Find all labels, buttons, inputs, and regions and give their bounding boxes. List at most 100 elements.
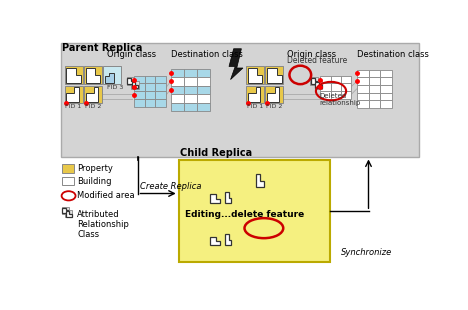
Polygon shape xyxy=(105,73,114,83)
Bar xyxy=(357,85,368,93)
Bar xyxy=(134,91,145,99)
Bar xyxy=(184,103,197,111)
Polygon shape xyxy=(210,194,219,203)
Bar xyxy=(330,76,341,83)
Bar xyxy=(368,100,380,108)
Bar xyxy=(65,86,82,104)
Bar xyxy=(380,85,392,93)
Bar xyxy=(155,83,166,91)
Text: Editing...delete feature: Editing...delete feature xyxy=(185,210,304,219)
Polygon shape xyxy=(127,78,134,84)
Bar xyxy=(341,76,351,83)
Polygon shape xyxy=(256,174,264,187)
Bar xyxy=(171,69,184,77)
Bar xyxy=(341,91,351,99)
Polygon shape xyxy=(229,49,243,80)
Polygon shape xyxy=(225,234,231,245)
Bar xyxy=(310,77,318,85)
Polygon shape xyxy=(66,68,81,83)
Text: Destination class: Destination class xyxy=(357,50,429,59)
Bar xyxy=(368,85,380,93)
Bar xyxy=(197,77,211,86)
Polygon shape xyxy=(66,87,79,102)
Bar xyxy=(265,66,283,84)
Bar xyxy=(84,86,102,104)
Bar xyxy=(357,77,368,85)
Polygon shape xyxy=(267,68,282,83)
Polygon shape xyxy=(248,87,260,102)
Polygon shape xyxy=(267,87,279,102)
Bar xyxy=(66,210,73,217)
Bar xyxy=(145,83,155,91)
Bar xyxy=(368,77,380,85)
Bar xyxy=(197,69,211,77)
Polygon shape xyxy=(62,208,68,213)
Bar xyxy=(330,91,341,99)
Text: Child Replica: Child Replica xyxy=(180,148,252,158)
Bar xyxy=(380,100,392,108)
Bar xyxy=(171,86,184,94)
Bar xyxy=(321,76,330,83)
Bar xyxy=(155,76,166,83)
Text: FID 2: FID 2 xyxy=(266,104,283,109)
Text: Synchronize: Synchronize xyxy=(341,248,393,257)
Bar xyxy=(145,91,155,99)
Text: Destination class: Destination class xyxy=(171,50,243,59)
Bar xyxy=(134,76,145,83)
Bar xyxy=(171,77,184,86)
Bar xyxy=(145,76,155,83)
Bar xyxy=(155,99,166,107)
Bar xyxy=(171,103,184,111)
Bar xyxy=(246,86,264,104)
Polygon shape xyxy=(225,192,231,203)
Bar xyxy=(197,86,211,94)
Text: FID 3: FID 3 xyxy=(107,85,123,90)
Bar xyxy=(321,91,330,99)
Text: Origin class: Origin class xyxy=(287,50,336,59)
Text: FID 1: FID 1 xyxy=(66,104,82,109)
Bar xyxy=(197,94,211,103)
Text: Building: Building xyxy=(77,177,111,186)
Bar xyxy=(357,100,368,108)
Bar xyxy=(197,103,211,111)
Text: FID 2: FID 2 xyxy=(85,104,101,109)
Polygon shape xyxy=(315,82,322,88)
Text: Deleted
relationship: Deleted relationship xyxy=(319,93,360,106)
Bar xyxy=(368,69,380,77)
Bar xyxy=(184,94,197,103)
Text: Origin class: Origin class xyxy=(107,50,156,59)
Bar xyxy=(314,81,322,89)
Bar xyxy=(127,77,134,85)
Polygon shape xyxy=(210,237,219,245)
Text: Attributed
Relationship
Class: Attributed Relationship Class xyxy=(77,210,129,240)
Text: Parent Replica: Parent Replica xyxy=(62,43,143,53)
Bar xyxy=(357,69,368,77)
Bar xyxy=(330,83,341,91)
Bar xyxy=(62,164,74,173)
Text: FID 1: FID 1 xyxy=(247,104,263,109)
Bar xyxy=(61,42,419,157)
Text: Modified area: Modified area xyxy=(77,191,135,200)
Bar xyxy=(265,86,283,104)
Bar xyxy=(65,66,82,84)
Bar xyxy=(145,99,155,107)
Bar xyxy=(341,83,351,91)
Bar xyxy=(184,86,197,94)
Text: Create Replica: Create Replica xyxy=(140,182,201,191)
Bar xyxy=(184,77,197,86)
Bar xyxy=(134,99,145,107)
Bar xyxy=(184,69,197,77)
Polygon shape xyxy=(132,82,138,88)
Bar xyxy=(179,160,330,262)
Polygon shape xyxy=(86,68,100,83)
Bar xyxy=(380,77,392,85)
Bar xyxy=(171,94,184,103)
Polygon shape xyxy=(86,87,98,102)
Bar xyxy=(103,66,121,84)
Text: Property: Property xyxy=(77,164,113,173)
Bar xyxy=(380,69,392,77)
Bar xyxy=(62,207,69,214)
Bar xyxy=(246,66,264,84)
Polygon shape xyxy=(66,211,72,217)
Bar xyxy=(321,83,330,91)
